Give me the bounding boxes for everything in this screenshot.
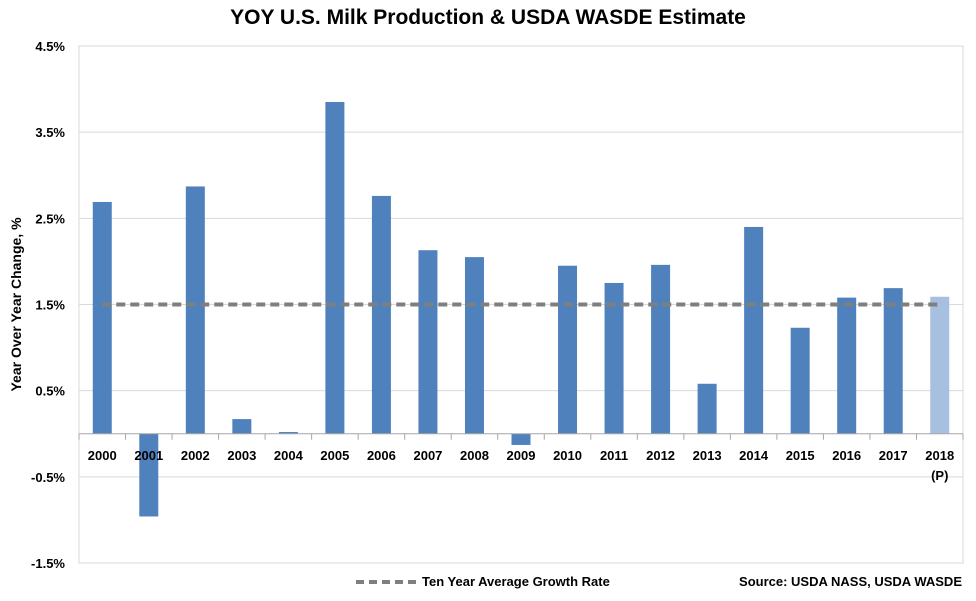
bar	[697, 383, 717, 434]
x-tick-label: 2014	[739, 448, 769, 463]
y-tick-label: 3.5%	[35, 125, 65, 140]
bar	[744, 226, 764, 434]
bar	[511, 433, 531, 445]
legend: Ten Year Average Growth Rate	[356, 574, 610, 589]
bar	[558, 265, 578, 434]
y-tick-label: 4.5%	[35, 39, 65, 54]
x-tick-label: 2005	[320, 448, 349, 463]
y-axis-title: Year Over Year Change, %	[8, 217, 24, 392]
bar	[185, 186, 205, 434]
bar	[883, 288, 903, 434]
x-tick-label: 2004	[274, 448, 304, 463]
x-tick-label: 2010	[553, 448, 582, 463]
x-tick-label: 2000	[88, 448, 117, 463]
bar	[651, 264, 671, 434]
bar	[232, 419, 252, 434]
x-tick-label: 2017	[879, 448, 908, 463]
bar	[278, 432, 298, 434]
bar	[790, 327, 810, 434]
x-tick-label: 2018	[925, 448, 954, 463]
x-tick-label: 2016	[832, 448, 861, 463]
bar	[418, 250, 438, 434]
x-tick-label: 2007	[413, 448, 442, 463]
x-tick-label: 2008	[460, 448, 489, 463]
x-tick-label: 2002	[181, 448, 210, 463]
bar	[464, 257, 484, 434]
y-tick-label: 2.5%	[35, 211, 65, 226]
legend-label: Ten Year Average Growth Rate	[422, 574, 610, 589]
x-tick-label: 2013	[693, 448, 722, 463]
y-tick-label: -0.5%	[31, 470, 65, 485]
chart-title: YOY U.S. Milk Production & USDA WASDE Es…	[230, 6, 746, 29]
source-note: Source: USDA NASS, USDA WASDE	[739, 574, 962, 589]
projection-label: (P)	[931, 468, 948, 483]
x-tick-label: 2006	[367, 448, 396, 463]
bar	[325, 102, 345, 434]
y-tick-label: 0.5%	[35, 384, 65, 399]
bar	[139, 433, 159, 517]
x-tick-label: 2015	[786, 448, 815, 463]
bar	[371, 195, 391, 434]
x-tick-label: 2012	[646, 448, 675, 463]
x-tick-label: 2011	[600, 448, 628, 463]
bar	[92, 201, 112, 434]
bar	[604, 282, 624, 434]
bar	[837, 297, 857, 434]
bar-projected	[930, 296, 950, 434]
legend-dash-swatch	[356, 579, 416, 584]
x-tick-label: 2001	[134, 448, 163, 463]
x-tick-label: 2003	[227, 448, 256, 463]
y-tick-label: -1.5%	[31, 556, 65, 571]
x-tick-label: 2009	[507, 448, 536, 463]
y-tick-label: 1.5%	[35, 298, 65, 313]
